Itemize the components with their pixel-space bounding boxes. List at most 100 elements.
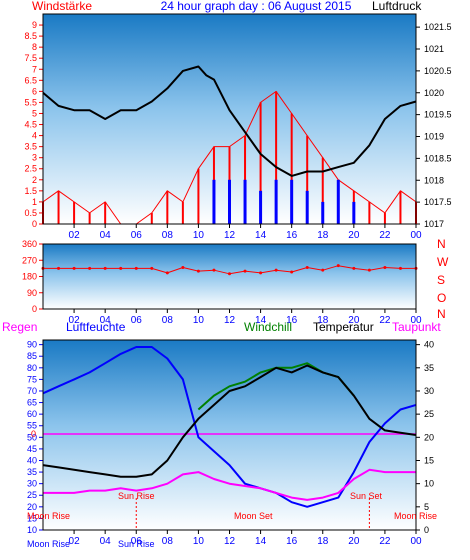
direction-point: [336, 264, 340, 268]
direction-point: [181, 265, 185, 269]
compass-label-1: N: [437, 237, 446, 251]
wind-ylabel-5.5: 5.5: [24, 97, 37, 107]
direction-point: [305, 265, 309, 269]
temperature-ylabel-30: 30: [424, 386, 434, 396]
p2-xlabel-00: 00: [410, 315, 422, 326]
panel-climate: [43, 340, 416, 530]
p3-xlabel-14: 14: [255, 536, 267, 547]
p2-xlabel-10: 10: [193, 315, 205, 326]
compass-label-2: W: [437, 255, 449, 269]
direction-point: [150, 266, 154, 270]
p3-xlabel-20: 20: [348, 536, 360, 547]
direction-point: [352, 266, 356, 270]
wind-ylabel-1: 1: [32, 197, 37, 207]
humidity-ylabel-60: 60: [27, 409, 37, 419]
temperature-ylabel-35: 35: [424, 363, 434, 373]
moon-set-label: Moon Set: [234, 511, 273, 521]
moon-rise-left-label: Moon Rise: [27, 511, 70, 521]
humidity-ylabel-70: 70: [27, 386, 37, 396]
direction-point: [321, 268, 325, 272]
wind-ylabel-2: 2: [32, 175, 37, 185]
p3-xlabel-22: 22: [379, 536, 391, 547]
p3-xlabel-02: 02: [69, 536, 81, 547]
p2-xlabel-12: 12: [224, 315, 236, 326]
p3-xlabel-12: 12: [224, 536, 236, 547]
p1-xlabel-18: 18: [317, 230, 329, 241]
p3-xlabel-06: 06: [131, 536, 143, 547]
direction-ylabel-0: 0: [32, 304, 37, 314]
humidity-ylabel-45: 45: [27, 444, 37, 454]
wind-ylabel-7: 7: [32, 64, 37, 74]
wind-ylabel-0: 0: [32, 219, 37, 229]
pressure-ylabel-1021.5: 1021.5: [424, 22, 452, 32]
climate-chart: 1015202530354045505560657075808590051015…: [27, 339, 434, 547]
humidity-series-line: [42, 346, 417, 508]
luftfeuchte-label: Luftfeuchte: [66, 320, 126, 334]
humidity-ylabel-65: 65: [27, 398, 37, 408]
direction-ylabel-180: 180: [22, 272, 37, 282]
direction-point: [134, 266, 138, 270]
p1-xlabel-10: 10: [193, 230, 205, 241]
p1-xlabel-00: 00: [410, 230, 422, 241]
temperature-ylabel-10: 10: [424, 479, 434, 489]
panel2-border: [42, 243, 417, 310]
temperature-ylabel-0: 0: [424, 525, 429, 535]
p3-xlabel-16: 16: [286, 536, 298, 547]
sun-rise-label: Sun Rise: [118, 491, 155, 501]
temperature-ylabel-20: 20: [424, 432, 434, 442]
moon-rise-right-label: Moon Rise: [394, 511, 437, 521]
temperature-series-line: [42, 364, 417, 478]
compass-label-5: N: [437, 307, 446, 321]
direction-point: [259, 271, 263, 275]
temperature-ylabel-5: 5: [424, 502, 429, 512]
direction-point: [228, 272, 231, 276]
direction-point: [196, 269, 200, 273]
direction-point: [212, 268, 216, 272]
p3-xlabel-18: 18: [317, 536, 329, 547]
taupunkt-label: Taupunkt: [392, 320, 441, 334]
direction-point: [119, 266, 123, 270]
temperature-ylabel-25: 25: [424, 409, 434, 419]
humidity-ylabel-25: 25: [27, 490, 37, 500]
pressure-ylabel-1020.5: 1020.5: [424, 66, 452, 76]
direction-point: [72, 266, 76, 270]
wind-ylabel-8: 8: [32, 42, 37, 52]
direction-point: [367, 268, 371, 272]
panel1-border: [42, 13, 417, 225]
humidity-ylabel-75: 75: [27, 374, 37, 384]
humidity-ylabel-85: 85: [27, 351, 37, 361]
p2-xlabel-20: 20: [348, 315, 360, 326]
pressure-ylabel-1021: 1021: [424, 44, 444, 54]
wind-direction-chart: 0 90 180 270 360 02 04 06 08 10 12 14 16 18 20 22 00: [22, 239, 422, 326]
p1-xlabel-14: 14: [255, 230, 267, 241]
direction-point: [398, 266, 402, 270]
wind-ylabel-0.5: 0.5: [24, 208, 37, 218]
wind-series-line: [42, 90, 417, 225]
direction-point: [243, 269, 247, 273]
pressure-ylabel-1017: 1017: [424, 219, 444, 229]
p2-xlabel-16: 16: [286, 315, 298, 326]
direction-point: [57, 266, 61, 270]
humidity-ylabel-55: 55: [27, 421, 37, 431]
panel-wind-direction: [43, 244, 416, 309]
pressure-ylabel-1018.5: 1018.5: [424, 153, 452, 163]
luftdruck-label: Luftdruck: [372, 0, 422, 13]
p2-xlabel-18: 18: [317, 315, 329, 326]
direction-ylabel-270: 270: [22, 255, 37, 265]
p3-xlabel-00: 00: [410, 536, 422, 547]
direction-point: [88, 266, 92, 270]
humidity-ylabel-15: 15: [27, 513, 37, 523]
humidity-ylabel-50: 50: [27, 432, 37, 442]
p1-xlabel-06: 06: [131, 230, 143, 241]
humidity-ylabel-20: 20: [27, 502, 37, 512]
temperature-ylabel-40: 40: [424, 340, 434, 350]
wind-ylabel-9: 9: [32, 20, 37, 30]
pressure-ylabel-1019.5: 1019.5: [424, 110, 452, 120]
wind-ylabel-3: 3: [32, 153, 37, 163]
wind-ylabel-6.5: 6.5: [24, 75, 37, 85]
p1-xlabel-16: 16: [286, 230, 298, 241]
pressure-ylabel-1018: 1018: [424, 175, 444, 185]
bottom-sun-rise-label: Sun Rise: [118, 539, 155, 549]
p3-xlabel-08: 08: [162, 536, 174, 547]
wind-ylabel-3.5: 3.5: [24, 142, 37, 152]
